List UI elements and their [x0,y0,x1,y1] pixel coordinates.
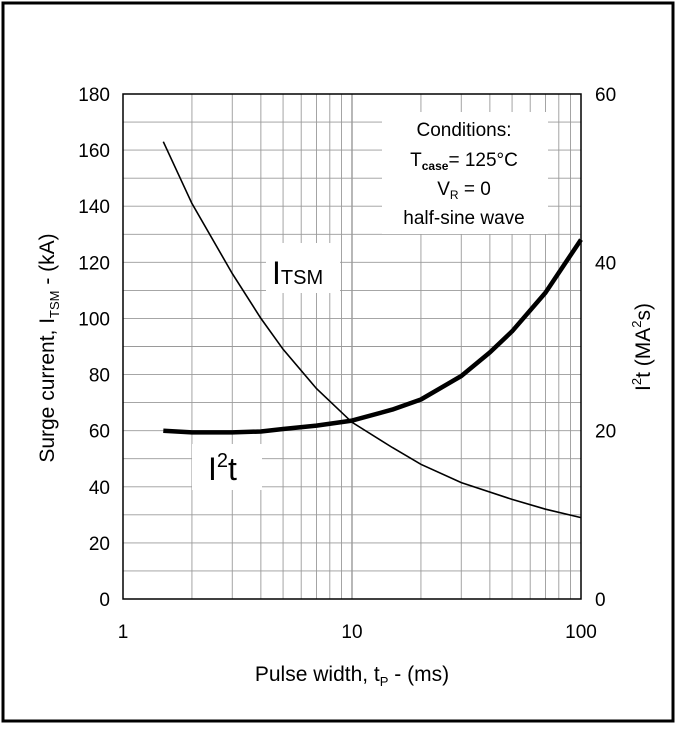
y-left-tick-label: 20 [89,534,110,555]
series-label-i2t-group: I2t [192,444,262,490]
conditions-box: Conditions: Tcase= 125°C VR = 0 half-sin… [382,112,548,234]
y-left-tick-label: 160 [78,141,110,162]
y-left-tick-label: 140 [78,197,110,218]
y-left-axis-label-tail: - (kA) [36,233,59,290]
y-right-axis-label-main: I [632,385,655,391]
y-left-tick-label: 0 [99,590,110,611]
y-left-tick-label: 100 [78,309,110,330]
conditions-tcase-sub: case [422,159,449,173]
conditions-wave: half-sine wave [403,208,524,229]
y-left-axis-label-main: Surge current, I [36,318,59,463]
x-axis-label-main: Pulse width, t [255,663,380,686]
y-left-tick-labels: 0 20 40 60 80 100 120 140 160 180 [78,85,110,611]
conditions-title: Conditions: [416,120,511,141]
series-label-itsm-background [266,243,340,293]
series-label-itsm-group: ITSM [266,243,340,293]
series-label-i2t-sup: 2 [217,450,228,472]
x-tick-label: 1 [118,622,129,643]
x-tick-labels: 1 10 100 [118,622,597,643]
series-label-i2t-tail: t [228,451,237,487]
conditions-vr-main: V [437,179,450,200]
series-line-i2t [163,238,583,435]
conditions-vr: VR = 0 [437,179,491,202]
y-right-tick-label: 20 [595,422,616,443]
y-left-tick-label: 80 [89,366,110,387]
y-right-tick-labels: 0 20 40 60 [595,85,616,611]
conditions-vr-sub: R [450,188,459,202]
series-label-itsm-sub: TSM [281,267,323,289]
y-left-axis-label-sub: TSM [47,290,62,317]
conditions-tcase: Tcase= 125°C [410,150,518,173]
conditions-tcase-tail: = 125°C [448,150,517,171]
series-label-itsm: ITSM [272,255,323,291]
y-right-tick-label: 40 [595,253,616,274]
y-left-tick-label: 60 [89,422,110,443]
x-axis-label: Pulse width, tP - (ms) [255,663,449,689]
series-label-i2t-main: I [208,451,217,487]
y-right-tick-label: 60 [595,85,616,106]
conditions-background [382,112,548,234]
y-right-axis-label-sup2: 2 [629,321,644,328]
y-right-tick-label: 0 [595,590,606,611]
conditions-vr-tail: = 0 [459,179,491,200]
y-left-axis-label: Surge current, ITSM - (kA) [36,233,62,462]
series-label-i2t: I2t [208,450,237,487]
series-label-i2t-background [192,444,262,490]
y-right-axis-label-tail2: s) [632,303,655,321]
x-tick-label: 10 [341,622,362,643]
y-left-tick-label: 40 [89,478,110,499]
plot-area [122,93,582,600]
y-left-tick-label: 180 [78,85,110,106]
x-axis-label-tail: - (ms) [388,663,449,686]
series-label-itsm-main: I [272,255,281,291]
conditions-tcase-main: T [410,150,422,171]
y-left-tick-label: 120 [78,253,110,274]
x-tick-label: 100 [565,622,597,643]
x-axis-label-sub: P [380,674,389,689]
y-right-axis-label-sup: 2 [629,378,644,385]
y-right-axis-label-tail: t (MA [632,328,655,378]
y-right-axis-label: I2t (MA2s) [629,303,655,391]
